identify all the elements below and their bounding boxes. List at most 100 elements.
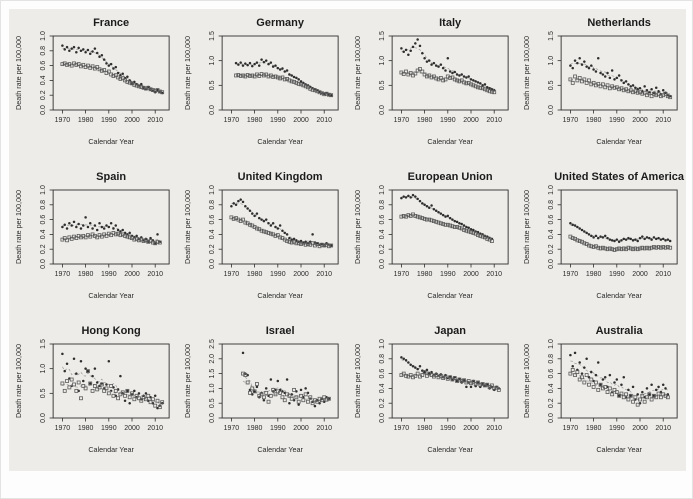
y-tick-label: 0.0 [209,105,216,115]
plot-box [52,189,170,265]
plot-svg: United Kingdom Death rate per 100,000 Cale… [183,171,339,300]
trend-line-lower-open-squares [570,372,668,401]
series-lower-open-squares [241,371,331,406]
y-tick-label: 1.0 [209,185,216,195]
x-tick-label: 2010 [486,117,502,124]
x-tick-label: 2010 [147,425,163,432]
y-axis-label: Death rate per 100,000 [14,344,23,418]
y-tick-label: 0.5 [379,80,386,90]
x-tick-label: 1990 [440,425,456,432]
chart-panel-spain: Spain Death rate per 100,000 Calendar Year… [9,163,178,317]
x-tick-label: 1970 [224,117,240,124]
chart-panel-australia: Australia Death rate per 100,000 Calendar … [517,317,686,471]
y-tick-label: 0.2 [209,244,216,254]
x-tick-label: 1990 [609,271,625,278]
chart-panel-european-union: European Union Death rate per 100,000 Cale… [348,163,517,317]
series-lower-open-squares [568,74,672,100]
y-tick-label: 0.2 [548,398,555,408]
x-tick-label: 2010 [486,425,502,432]
series-lower-open-squares [60,369,165,410]
y-tick-label: 0.5 [40,388,47,398]
chart-title: Germany [257,17,306,29]
plot-box [560,343,678,419]
x-tick-label: 2010 [655,271,671,278]
y-axis-label: Death rate per 100,000 [353,344,362,418]
x-tick-label: 2000 [463,425,479,432]
chart-title: Hong Kong [81,325,140,337]
plot-box [391,35,509,111]
x-tick-label: 2000 [632,117,648,124]
chart-panel-united-states-of-america: United States of America Death rate per 1… [517,163,686,317]
y-tick-label: 0.6 [379,215,386,225]
y-tick-label: 1.0 [209,383,216,393]
y-tick-label: 0.6 [40,61,47,71]
x-tick-label: 1980 [247,117,263,124]
x-tick-label: 2000 [293,425,309,432]
series-lower-open-squares [399,370,501,392]
x-tick-label: 1990 [101,271,117,278]
y-tick-label: 0.0 [379,105,386,115]
y-tick-label: 0.5 [209,80,216,90]
y-tick-label: 0.4 [40,229,47,239]
x-axis-label: Calendar Year [258,445,304,454]
y-tick-label: 0.8 [40,46,47,56]
trend-line-lower-open-squares [400,215,492,240]
y-tick-label: 0.4 [548,383,555,393]
series-upper-filled-points [61,352,164,410]
chart-title: Spain [96,171,126,183]
x-axis-label: Calendar Year [596,291,642,300]
x-tick-label: 1970 [562,271,578,278]
plot-svg: European Union Death rate per 100,000 Cale… [353,171,509,300]
x-tick-label: 1980 [247,425,263,432]
chart-panel-netherlands: Netherlands Death rate per 100,000 Calenda… [517,9,686,163]
figure-grid: France Death rate per 100,000 Calendar Yea… [9,9,686,471]
series-lower-open-squares [234,72,334,98]
x-axis-label: Calendar Year [88,291,134,300]
x-tick-label: 2000 [632,425,648,432]
x-tick-label: 2010 [486,271,502,278]
x-tick-label: 1970 [393,271,409,278]
series-upper-filled-points [399,356,500,392]
y-tick-label: 0.8 [379,354,386,364]
chart-panel-germany: Germany Death rate per 100,000 Calendar Ye… [178,9,347,163]
x-tick-label: 1990 [609,117,625,124]
trend-line-upper-filled-points [62,223,160,241]
x-tick-label: 2000 [124,425,140,432]
y-axis-label: Death rate per 100,000 [14,36,23,110]
x-tick-label: 1970 [224,425,240,432]
plot-box [221,35,339,111]
y-tick-label: 0.6 [209,215,216,225]
y-tick-label: 0.2 [379,244,386,254]
y-tick-label: 0.2 [40,90,47,100]
y-tick-label: 0.8 [548,200,555,210]
x-tick-label: 2010 [317,425,333,432]
x-tick-label: 1990 [101,425,117,432]
y-tick-label: 0.0 [379,259,386,269]
x-tick-label: 1970 [393,425,409,432]
x-tick-label: 2010 [317,117,333,124]
y-tick-label: 1.0 [40,364,47,374]
trend-line-upper-filled-points [570,224,670,241]
y-axis-label: Death rate per 100,000 [353,190,362,264]
chart-title: Italy [439,17,462,29]
x-tick-label: 2010 [147,117,163,124]
y-tick-label: 0.4 [548,229,555,239]
y-tick-label: 1.0 [379,185,386,195]
y-tick-label: 0.0 [548,413,555,423]
x-tick-label: 2000 [124,117,140,124]
x-axis-label: Calendar Year [88,445,134,454]
x-tick-label: 1990 [270,271,286,278]
chart-title: European Union [407,171,492,183]
plot-svg: Germany Death rate per 100,000 Calendar Ye… [183,17,339,146]
chart-title: France [93,17,129,29]
x-tick-label: 2010 [655,425,671,432]
y-tick-label: 0.0 [40,413,47,423]
chart-title: United States of America [554,171,685,183]
x-axis-label: Calendar Year [427,137,473,146]
series-lower-open-squares [60,61,165,95]
x-axis-label: Calendar Year [258,291,304,300]
x-tick-label: 1970 [55,425,71,432]
y-tick-label: 1.5 [40,339,47,349]
y-tick-label: 0.0 [40,105,47,115]
